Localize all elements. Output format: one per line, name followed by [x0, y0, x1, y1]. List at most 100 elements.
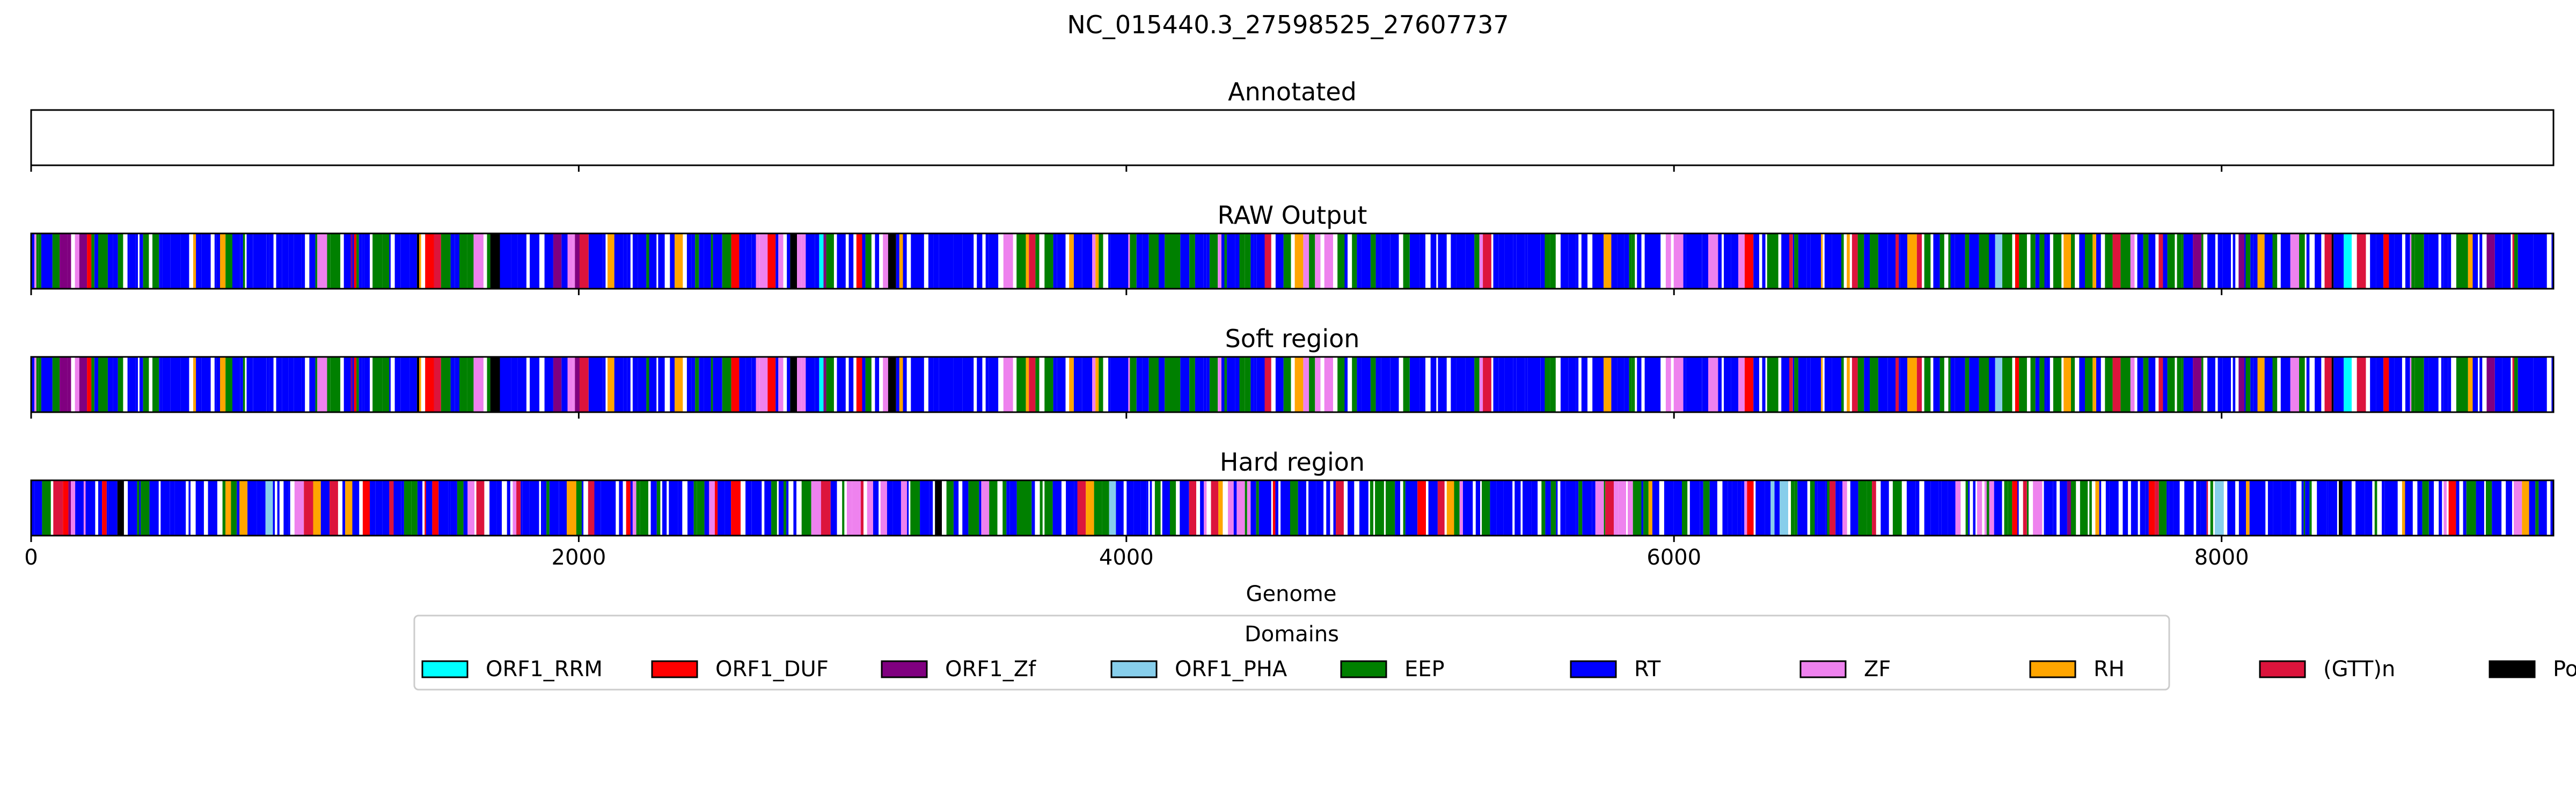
domain-segment [94, 233, 98, 289]
domain-segment [342, 480, 346, 536]
domain-segment [806, 233, 815, 289]
domain-segment [797, 357, 802, 412]
domain-segment [1294, 357, 1304, 412]
domain-segment [195, 480, 204, 536]
domain-segment [636, 480, 640, 536]
domain-segment [419, 233, 421, 289]
domain-segment [2096, 233, 2101, 289]
domain-segment [1142, 233, 1149, 289]
domain-segment [1344, 357, 1348, 412]
domain-segment [830, 480, 837, 536]
domain-segment [2338, 233, 2343, 289]
domain-segment [240, 233, 243, 289]
domain-segment [1832, 357, 1841, 412]
domain-segment [2414, 233, 2424, 289]
domain-segment [143, 233, 149, 289]
domain-segment [1728, 480, 1732, 536]
domain-segment [649, 357, 657, 412]
domain-segment [697, 480, 705, 536]
domain-segment [1568, 233, 1576, 289]
domain-segment [2538, 480, 2547, 536]
domain-strip [31, 480, 2553, 536]
domain-segment [1821, 357, 1823, 412]
domain-segment [354, 357, 357, 412]
domain-segment [1686, 233, 1696, 289]
domain-segment [160, 480, 170, 536]
domain-segment [1159, 233, 1165, 289]
domain-segment [1361, 233, 1371, 289]
domain-segment [1172, 233, 1181, 289]
domain-segment [745, 233, 752, 289]
domain-segment [2023, 480, 2027, 536]
domain-segment [1576, 480, 1579, 536]
domain-segment [2253, 233, 2258, 289]
domain-segment [2158, 357, 2163, 412]
domain-segment [1878, 233, 1888, 289]
domain-segment [2357, 357, 2366, 412]
domain-segment [1767, 357, 1775, 412]
legend-entry: EEP [1340, 657, 1445, 682]
domain-segment [911, 357, 917, 412]
domain-segment [60, 357, 68, 412]
domain-segment [877, 233, 880, 289]
domain-segment [632, 233, 638, 289]
domain-segment [152, 357, 159, 412]
domain-segment [1235, 357, 1240, 412]
domain-segment [946, 480, 954, 536]
domain-segment [1324, 233, 1333, 289]
domain-segment [1513, 357, 1517, 412]
domain-segment [1664, 480, 1674, 536]
domain-segment [1479, 357, 1483, 412]
legend-entry: ORF1_RRM [421, 657, 603, 682]
domain-segment [2441, 233, 2444, 289]
domain-segment [2002, 357, 2012, 412]
domain-segment [1245, 357, 1251, 412]
domain-segment [1116, 480, 1124, 536]
domain-segment [1617, 357, 1624, 412]
domain-segment [135, 357, 138, 412]
domain-segment [1624, 233, 1629, 289]
domain-segment [1424, 233, 1425, 289]
domain-segment [1370, 357, 1376, 412]
domain-segment [2299, 233, 2305, 289]
domain-segment [541, 480, 543, 536]
domain-segment [1747, 480, 1754, 536]
domain-segment [1780, 480, 1788, 536]
domain-segment [1451, 233, 1457, 289]
domain-segment [1209, 233, 1218, 289]
domain-segment [1770, 480, 1775, 536]
domain-segment [1516, 233, 1525, 289]
domain-segment [1264, 233, 1271, 289]
legend-label: RH [2094, 657, 2125, 682]
domain-segment [1359, 480, 1368, 536]
domain-segment [1074, 480, 1078, 536]
domain-segment [34, 357, 36, 412]
track-title: Soft region [1225, 324, 1360, 353]
domain-segment [1948, 480, 1956, 536]
domain-segment [1744, 357, 1754, 412]
domain-segment [438, 480, 449, 536]
domain-segment [731, 357, 740, 412]
domain-segment [1781, 357, 1789, 412]
domain-segment [1850, 480, 1856, 536]
domain-segment [343, 357, 351, 412]
domain-segment [1250, 480, 1256, 536]
domain-segment [1110, 233, 1118, 289]
domain-segment [1525, 233, 1528, 289]
domain-segment [450, 480, 457, 536]
domain-segment [979, 480, 982, 536]
domain-segment [98, 480, 103, 536]
domain-segment [247, 480, 257, 536]
domain-segment [2468, 357, 2473, 412]
domain-segment [1648, 480, 1652, 536]
domain-segment [928, 233, 934, 289]
domain-segment [353, 233, 354, 289]
domain-segment [1774, 233, 1779, 289]
domain-segment [1438, 357, 1447, 412]
domain-segment [852, 480, 861, 536]
domain-segment [1965, 480, 1968, 536]
domain-segment [301, 233, 305, 289]
domain-segment [1154, 480, 1161, 536]
domain-segment [2301, 480, 2304, 536]
domain-segment [953, 480, 959, 536]
